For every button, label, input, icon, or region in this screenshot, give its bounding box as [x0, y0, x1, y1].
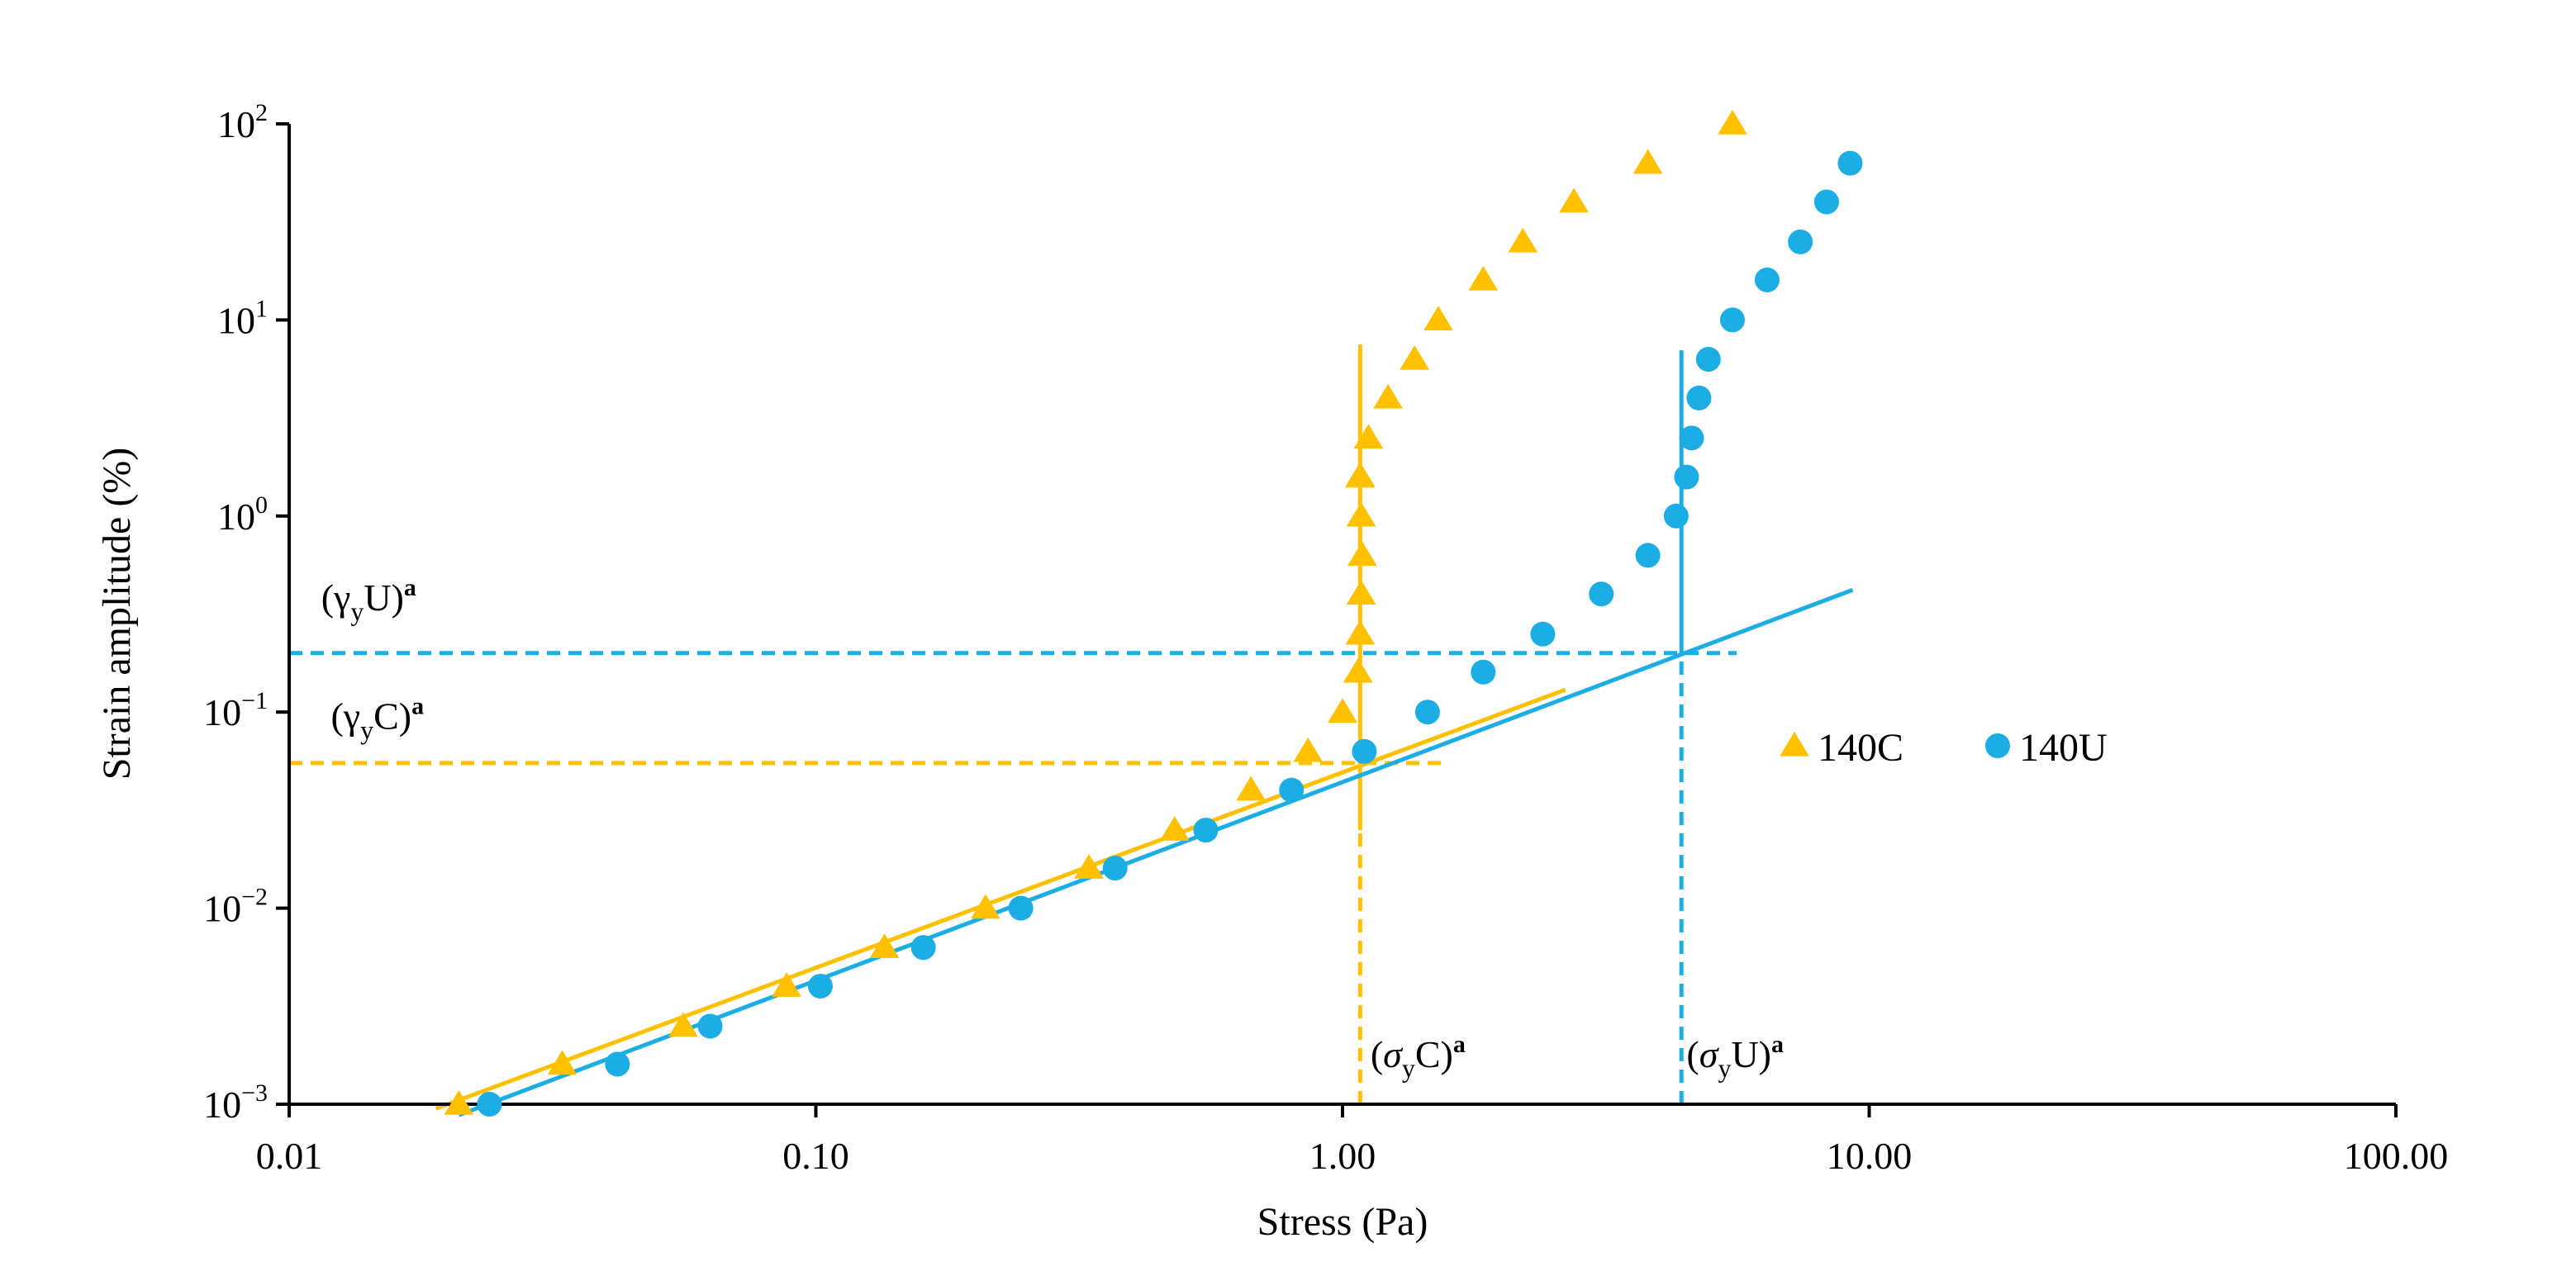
point-140u	[477, 1092, 502, 1117]
annotation-sigma-y-c: (σyC)a	[1371, 1031, 1466, 1083]
x-tick-label: 0.01	[256, 1135, 323, 1177]
y-tick-label: 10−1	[203, 687, 268, 733]
point-140c	[1346, 501, 1376, 527]
y-tick-label: 100	[217, 491, 268, 538]
point-140u	[1837, 150, 1863, 176]
point-140c	[1718, 110, 1747, 135]
legend-marker-140u	[1985, 733, 2010, 758]
point-140u	[1754, 267, 1780, 292]
point-140c	[1328, 698, 1357, 723]
point-140u	[910, 935, 936, 961]
point-140c	[1559, 187, 1589, 213]
point-140u	[1686, 385, 1712, 410]
point-140c	[668, 1012, 698, 1037]
point-140u	[1663, 503, 1689, 529]
point-140c	[772, 972, 801, 997]
annotation-gamma-y-c: (γyC)a	[330, 693, 424, 745]
point-140c	[1373, 383, 1403, 409]
point-140u	[1695, 347, 1721, 372]
point-140u	[697, 1013, 723, 1039]
point-140u	[1589, 581, 1614, 607]
point-140c	[1236, 776, 1266, 801]
point-140c	[1074, 854, 1104, 879]
point-140c	[971, 894, 1000, 919]
point-140c	[1343, 657, 1373, 683]
ticks: 0.01 0.10 1.00 10.00 100.00 10−3 10−2 10−1 100 10…	[203, 99, 2448, 1177]
x-tick-label: 0.10	[782, 1135, 849, 1177]
fit-line-140c	[435, 687, 1566, 1111]
point-140u	[605, 1051, 630, 1077]
y-tick-label: 10−3	[203, 1079, 268, 1126]
x-tick-label: 100.00	[2344, 1135, 2449, 1177]
point-140c	[1345, 462, 1376, 487]
point-140c	[1346, 580, 1376, 605]
point-140u	[1813, 189, 1839, 215]
point-140c	[869, 933, 900, 958]
x-tick-label: 10.00	[1827, 1135, 1913, 1177]
point-140u	[1530, 621, 1556, 647]
point-140u	[1193, 818, 1219, 843]
y-tick-label: 101	[217, 295, 268, 341]
point-140u	[1788, 229, 1813, 254]
point-140c	[1293, 737, 1324, 762]
legend: 140C 140U	[1780, 726, 2108, 770]
point-140c	[1423, 306, 1453, 331]
point-140u	[1102, 856, 1128, 881]
x-axis-title: Stress (Pa)	[1257, 1200, 1428, 1244]
point-140c	[1400, 345, 1430, 370]
axes	[288, 124, 2396, 1106]
point-140c	[1468, 265, 1499, 291]
point-140u	[807, 974, 833, 999]
yield-lines-layer	[289, 344, 1737, 1104]
fit-line-140u	[458, 587, 1854, 1117]
annotation-gamma-y-u: (γyU)a	[321, 574, 416, 626]
point-140u	[1471, 659, 1496, 685]
point-140c	[1508, 227, 1538, 253]
y-axis-title: Strain amplitude (%)	[95, 448, 139, 780]
point-140c	[1159, 816, 1190, 841]
y-tick-label: 10−2	[203, 884, 268, 930]
y-tick-label: 102	[217, 99, 268, 145]
point-140c	[1353, 424, 1384, 449]
point-140u	[1279, 777, 1305, 803]
point-140u	[1719, 307, 1745, 333]
point-140c	[444, 1090, 474, 1115]
point-140c	[1345, 619, 1376, 645]
x-tick-label: 1.00	[1309, 1135, 1376, 1177]
point-140u	[1635, 543, 1661, 568]
point-140u	[1008, 895, 1034, 921]
point-140c	[547, 1050, 577, 1075]
fit-lines-layer	[435, 587, 1854, 1117]
legend-marker-140c	[1780, 732, 1809, 757]
data-points	[444, 110, 1863, 1117]
point-140c	[1633, 149, 1663, 174]
point-140c	[1347, 541, 1377, 567]
point-140u	[1352, 738, 1377, 764]
legend-label-140u: 140U	[2019, 726, 2108, 770]
point-140u	[1679, 425, 1704, 451]
legend-label-140c: 140C	[1818, 726, 1903, 770]
point-140u	[1674, 464, 1699, 490]
annotation-sigma-y-u: (σyU)a	[1686, 1031, 1784, 1083]
point-140u	[1414, 700, 1440, 725]
annotations: (γyU)a (γyC)a (σyC)a (σyU)a	[321, 574, 1784, 1083]
